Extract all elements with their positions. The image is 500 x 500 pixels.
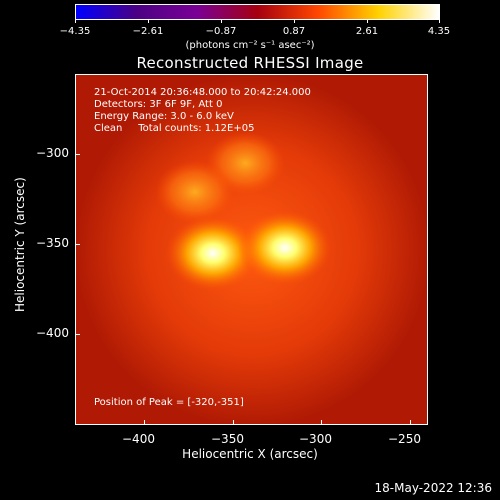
colorbar-units: (photons cm⁻² s⁻¹ asec⁻²) [185, 40, 315, 51]
colorbar [75, 4, 440, 20]
y-tick-label: −350 [36, 236, 69, 250]
info-time-range: 21-Oct-2014 20:36:48.000 to 20:42:24.000 [94, 87, 311, 98]
flare-source [166, 215, 260, 291]
x-tick [144, 420, 145, 425]
info-total-counts: Clean Total counts: 1.12E+05 [94, 123, 255, 134]
y-tick [75, 334, 80, 335]
colorbar-ticks: −4.35 −2.61 −0.87 0.87 2.61 4.35 [0, 0, 500, 60]
colorbar-label: −0.87 [205, 26, 237, 37]
rhessi-image: 21-Oct-2014 20:36:48.000 to 20:42:24.000… [75, 74, 428, 425]
colorbar-tick [439, 19, 440, 23]
x-tick-label: −400 [122, 432, 155, 446]
x-tick-label: −250 [388, 432, 421, 446]
colorbar-label: 0.87 [282, 26, 306, 37]
colorbar-label: 4.35 [427, 26, 451, 37]
flare-source [155, 160, 235, 224]
image-title: Reconstructed RHESSI Image [136, 54, 364, 72]
y-tick-label: −400 [36, 326, 69, 340]
colorbar-tick [75, 19, 76, 23]
x-tick [321, 420, 322, 425]
x-tick-label: −300 [299, 432, 332, 446]
info-detectors: Detectors: 3F 6F 9F, Att 0 [94, 99, 223, 110]
x-tick-label: −350 [211, 432, 244, 446]
x-tick [410, 420, 411, 425]
flare-source [238, 210, 332, 286]
colorbar-tick [148, 19, 149, 23]
info-peak-position: Position of Peak = [-320,-351] [94, 397, 244, 408]
image-canvas [76, 75, 427, 424]
y-tick-label: −300 [36, 146, 69, 160]
x-axis-label: Heliocentric X (arcsec) [182, 447, 318, 461]
x-tick [233, 420, 234, 425]
colorbar-tick [294, 19, 295, 23]
colorbar-tick [367, 19, 368, 23]
y-tick [75, 154, 80, 155]
colorbar-tick [221, 19, 222, 23]
y-axis-label: Heliocentric Y (arcsec) [13, 177, 27, 312]
y-tick [75, 244, 80, 245]
colorbar-label: 2.61 [355, 26, 379, 37]
colorbar-label: −4.35 [59, 26, 91, 37]
timestamp: 18-May-2022 12:36 [374, 481, 492, 495]
colorbar-label: −2.61 [132, 26, 164, 37]
info-energy-range: Energy Range: 3.0 - 6.0 keV [94, 111, 234, 122]
